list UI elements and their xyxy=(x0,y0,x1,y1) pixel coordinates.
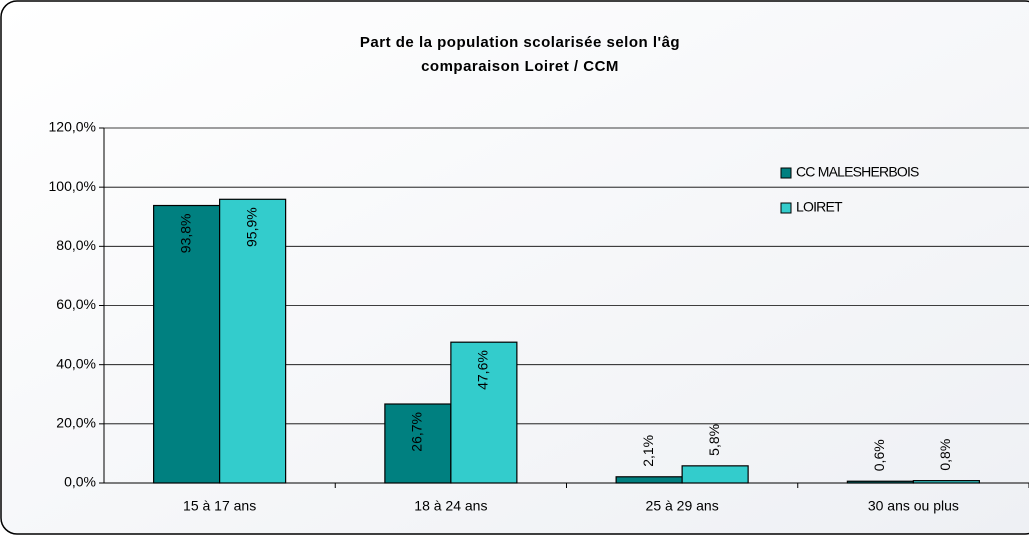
value-label: 2,1% xyxy=(640,435,656,467)
value-label: 26,7% xyxy=(409,412,425,452)
y-tick-label: 20,0% xyxy=(56,415,96,431)
bar xyxy=(450,341,518,484)
value-label: 93,8% xyxy=(177,214,193,254)
y-tick-label: 0,0% xyxy=(64,474,96,490)
value-label: 0,8% xyxy=(937,439,953,471)
value-label: 5,8% xyxy=(706,424,722,456)
legend-label: CC MALESHERBOIS xyxy=(796,164,919,180)
x-tick-label: 30 ans ou plus xyxy=(868,498,959,514)
chart-title: Part de la population scolarisée selon l… xyxy=(360,34,680,51)
value-label: 0,6% xyxy=(871,439,887,471)
bar xyxy=(615,476,683,484)
bar xyxy=(384,403,452,484)
x-tick-label: 15 à 17 ans xyxy=(183,498,256,514)
y-tick-label: 100,0% xyxy=(49,178,96,194)
legend-swatch xyxy=(780,202,792,214)
value-label: 95,9% xyxy=(243,207,259,247)
x-tick-label: 18 à 24 ans xyxy=(414,498,487,514)
x-tick-label: 25 à 29 ans xyxy=(646,498,719,514)
y-tick-label: 80,0% xyxy=(56,237,96,253)
legend-swatch xyxy=(780,167,792,179)
legend-label: LOIRET xyxy=(796,199,843,215)
y-tick-label: 60,0% xyxy=(56,296,96,312)
bar xyxy=(219,198,287,484)
chart-subtitle: comparaison Loiret / CCM xyxy=(421,58,619,75)
bar xyxy=(681,465,749,484)
y-tick-label: 120,0% xyxy=(49,119,96,135)
y-tick-label: 40,0% xyxy=(56,355,96,371)
value-label: 47,6% xyxy=(475,350,491,390)
